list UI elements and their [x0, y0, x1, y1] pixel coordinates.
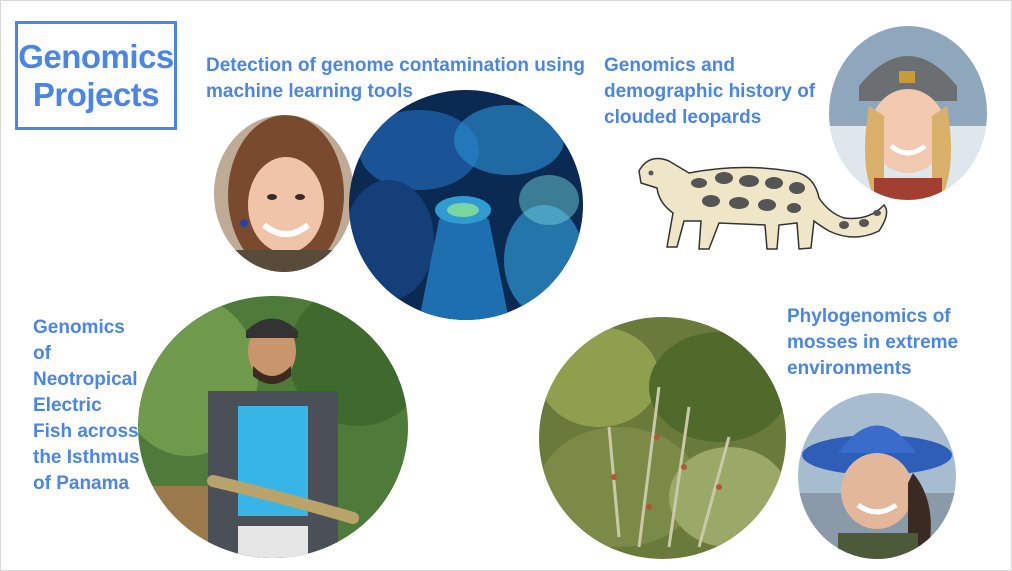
coral-photo: [349, 90, 583, 320]
researcher-photo-leopards: [829, 26, 987, 200]
project-heading-mosses: Phylogenomics of mosses in extreme envir…: [787, 306, 959, 379]
project-heading-electric-fish: Genomics of Neotropical Electric Fish ac…: [33, 317, 140, 494]
researcher-photo-mosses: [798, 393, 956, 559]
slide-title: Genomics Projects: [18, 37, 174, 113]
clouded-leopard-illustration: [629, 143, 889, 255]
title-box: Genomics Projects: [15, 21, 177, 130]
project-heading-leopards: Genomics and demographic history of clou…: [604, 55, 816, 128]
project-heading-contamination: Detection of genome contamination using …: [206, 55, 585, 102]
researcher-photo-contamination: [214, 115, 354, 272]
moss-photo: [539, 317, 786, 559]
researcher-photo-electric-fish: [138, 296, 408, 558]
